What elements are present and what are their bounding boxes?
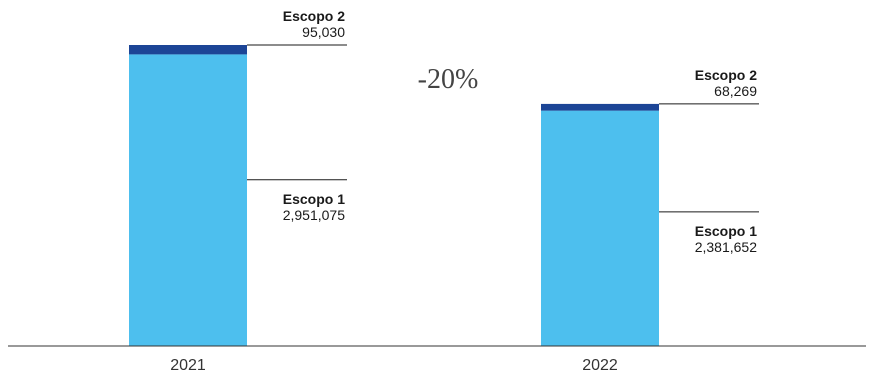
bar-segment-escopo-2-2022 <box>541 103 659 111</box>
series-name-label-escopo-2-2021: Escopo 2 <box>283 8 345 24</box>
leader-lines-layer <box>247 44 759 213</box>
change-percentage-label: -20% <box>418 64 479 95</box>
x-tick-label-2021: 2021 <box>170 357 206 374</box>
data-value-label-escopo-1-2022: 2,381,652 <box>695 239 757 255</box>
x-tick-label-2022: 2022 <box>582 357 618 374</box>
bar-segment-escopo-2-2021 <box>129 45 247 55</box>
data-value-label-escopo-2-2021: 95,030 <box>302 24 345 40</box>
data-value-label-escopo-1-2021: 2,951,075 <box>283 207 345 223</box>
series-name-label-escopo-1-2022: Escopo 1 <box>695 223 757 239</box>
data-value-label-escopo-2-2022: 68,269 <box>714 83 757 99</box>
series-name-label-escopo-2-2022: Escopo 2 <box>695 67 757 83</box>
bars-layer <box>129 45 659 347</box>
bar-segment-escopo-1-2022 <box>541 110 659 346</box>
series-name-label-escopo-1-2021: Escopo 1 <box>283 191 345 207</box>
bar-segment-escopo-1-2021 <box>129 54 247 347</box>
